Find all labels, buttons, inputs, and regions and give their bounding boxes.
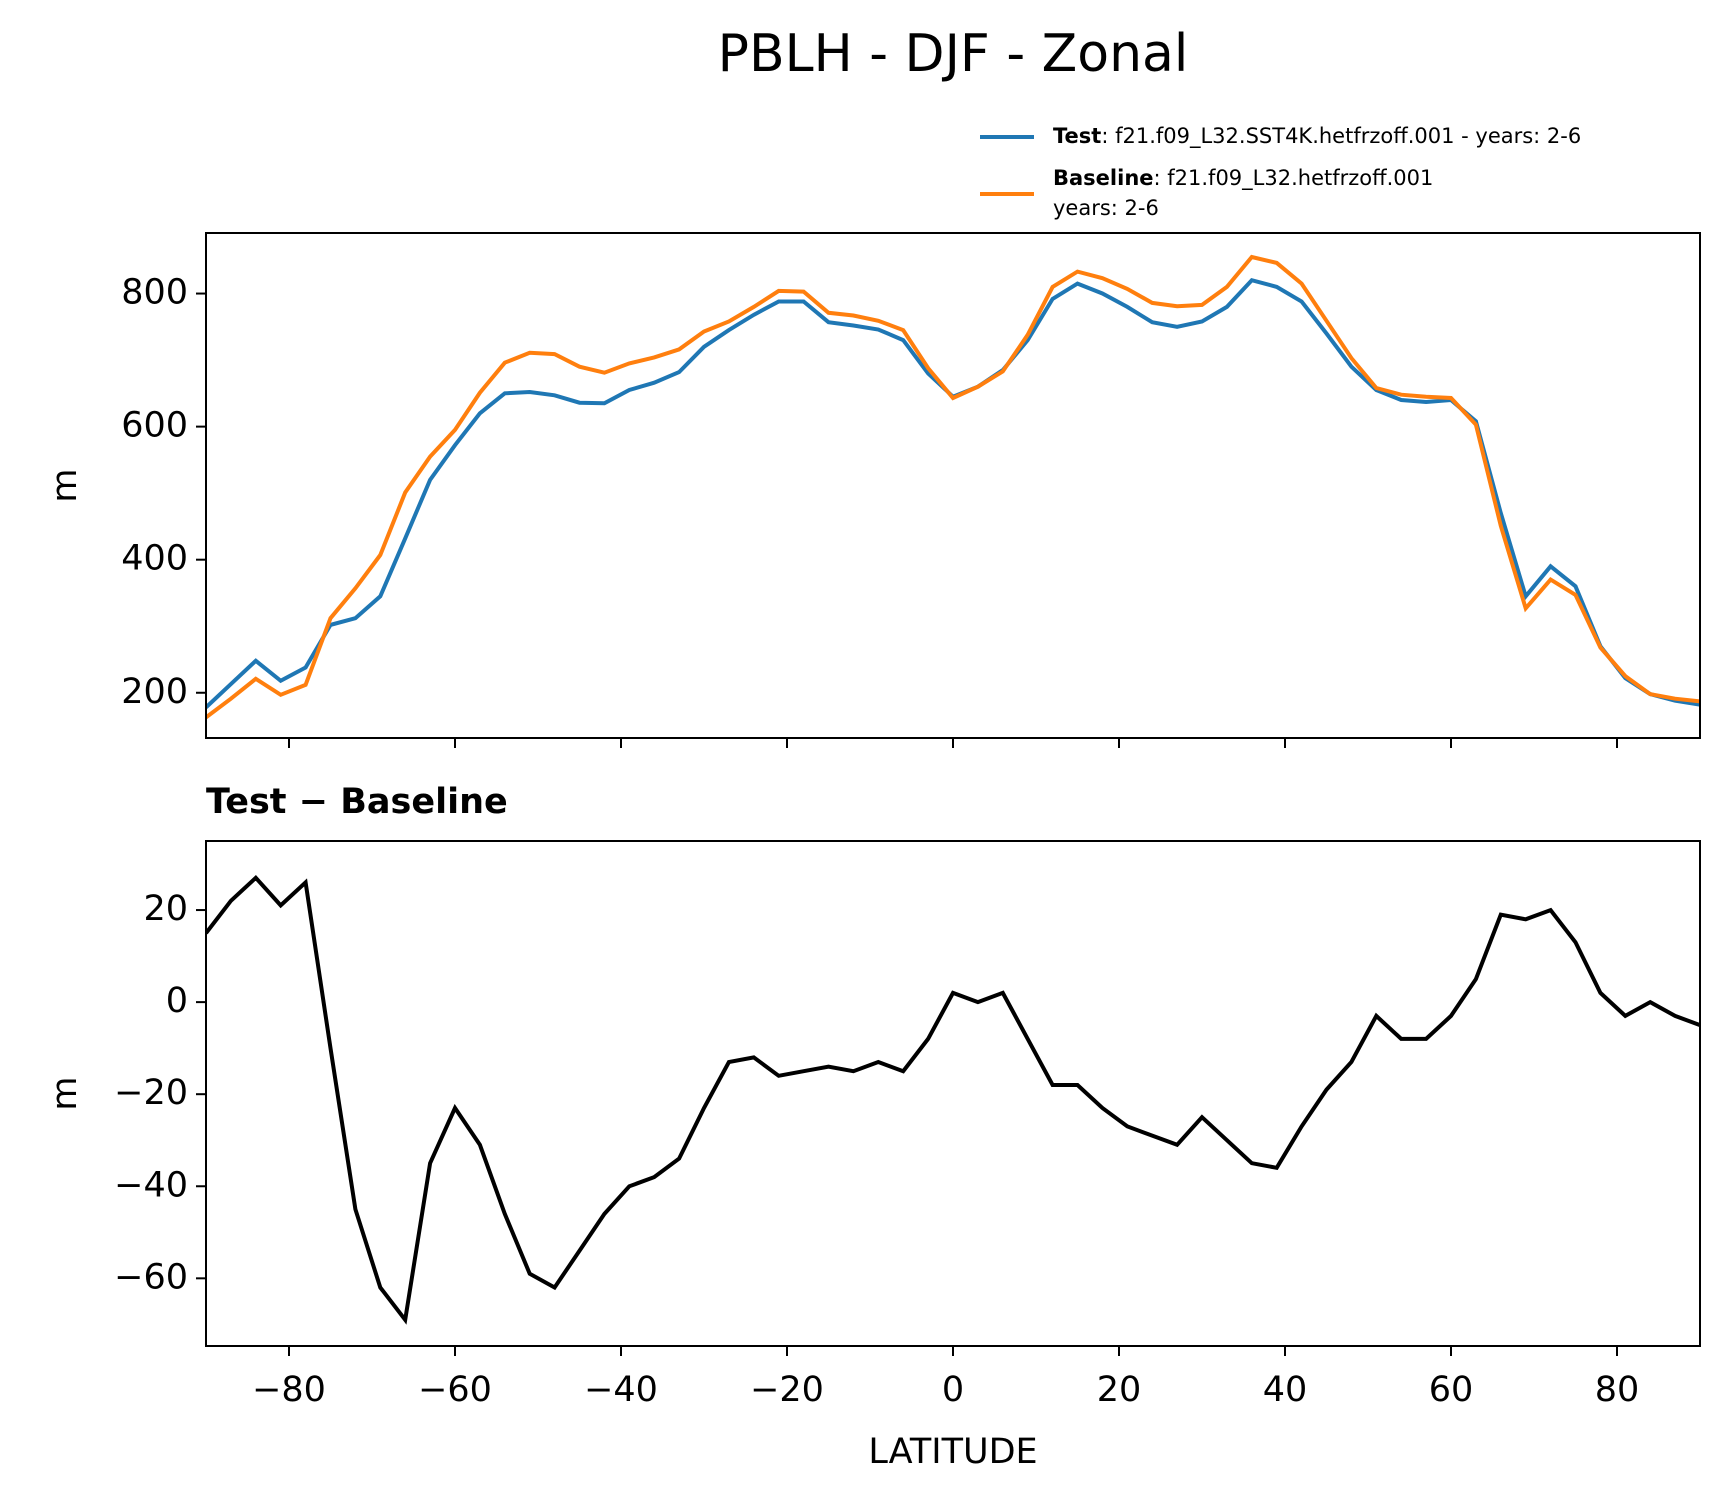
data-line [206, 277, 1700, 709]
y-tick-label: −60 [114, 1257, 188, 1297]
y-tick-label: 800 [121, 273, 188, 313]
x-tick-label: 20 [1097, 1370, 1142, 1410]
plot-frame [205, 840, 1701, 1347]
x-tick-label: −60 [418, 1370, 492, 1410]
y-axis-label: m [45, 468, 85, 502]
legend-label: Test: f21.f09_L32.SST4K.hetfrzoff.001 - … [1053, 124, 1581, 149]
y-tick-label: 400 [121, 539, 188, 579]
legend-description: : f21.f09_L32.hetfrzoff.001 [1154, 166, 1434, 191]
x-tick-label: −20 [750, 1370, 824, 1410]
y-tick-label: 0 [166, 981, 188, 1021]
x-tick-label: −40 [584, 1370, 658, 1410]
x-tick-label: 60 [1429, 1370, 1474, 1410]
legend-name: Baseline [1053, 166, 1154, 190]
y-tick-label: −40 [114, 1165, 188, 1205]
y-tick-label: −20 [114, 1073, 188, 1113]
y-tick-label: 200 [121, 672, 188, 712]
legend-description: years: 2-6 [1053, 196, 1159, 220]
figure-title: PBLH - DJF - Zonal [718, 24, 1189, 84]
data-line [206, 254, 1700, 719]
legend-description: : f21.f09_L32.SST4K.hetfrzoff.001 - year… [1101, 124, 1581, 149]
legend-name: Test [1053, 124, 1101, 148]
plot-frame [205, 232, 1701, 739]
data-line [206, 874, 1700, 1325]
x-axis-label: LATITUDE [868, 1432, 1037, 1472]
x-tick-label: 40 [1263, 1370, 1308, 1410]
y-axis-label: m [45, 1076, 85, 1110]
y-tick-label: 600 [121, 406, 188, 446]
x-tick-label: −80 [252, 1370, 326, 1410]
panel-title: Test − Baseline [206, 782, 508, 822]
legend-label: Baseline: f21.f09_L32.hetfrzoff.001 [1053, 166, 1433, 191]
y-tick-label: 20 [143, 889, 188, 929]
x-tick-label: 80 [1595, 1370, 1640, 1410]
x-tick-label: 0 [942, 1370, 964, 1410]
